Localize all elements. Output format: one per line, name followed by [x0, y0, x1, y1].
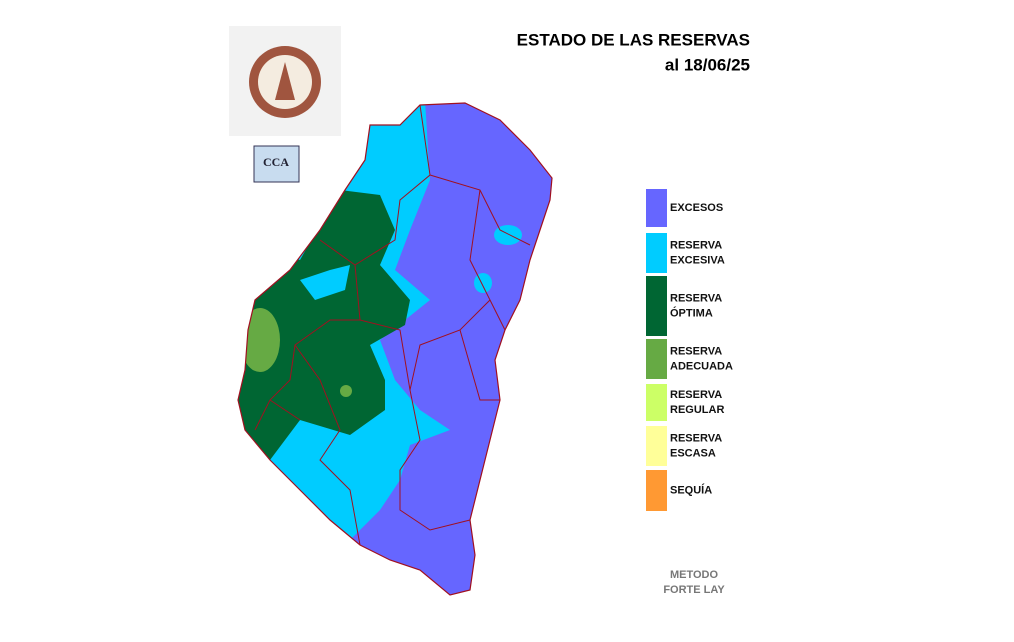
legend-swatch — [646, 233, 667, 273]
legend-label: RESERVA — [670, 292, 722, 304]
zone-excesiva-4 — [474, 273, 492, 293]
legend-label: SEQUÍA — [670, 483, 712, 496]
legend-swatch — [646, 276, 667, 336]
legend-label: ESCASA — [670, 447, 716, 459]
legend-label: RESERVA — [670, 345, 722, 357]
zone-adecuada-2 — [340, 385, 352, 397]
date: al 18/06/25 — [665, 55, 750, 74]
zone-excesiva-2 — [300, 265, 350, 300]
legend-swatch — [646, 189, 667, 227]
legend-swatch — [646, 470, 667, 511]
logo-wheat — [275, 62, 295, 100]
legend-label: RESERVA — [670, 239, 722, 251]
legend-label: RESERVA — [670, 389, 722, 401]
legend-label: EXCESOS — [670, 202, 723, 214]
legend-label: ÓPTIMA — [670, 306, 713, 319]
method: METODO FORTE LAY — [663, 569, 725, 596]
cca-logo — [253, 145, 300, 183]
legend: EXCESOS RESERVA EXCESIVA RESERVA ÓPTIMA RESER… — [646, 189, 733, 511]
zone-excesiva-3 — [494, 225, 522, 245]
legend-label: RESERVA — [670, 432, 722, 444]
legend-swatch — [646, 426, 667, 466]
legend-swatch — [646, 384, 667, 421]
legend-swatch — [646, 339, 667, 379]
legend-label: EXCESIVA — [670, 254, 725, 266]
title: ESTADO DE LAS RESERVAS — [517, 30, 750, 49]
legend-label: REGULAR — [670, 404, 724, 416]
method-label: METODO — [670, 569, 719, 581]
department-borders — [254, 104, 531, 546]
legend-label: ADECUADA — [670, 360, 733, 372]
method-label: FORTE LAY — [663, 584, 725, 596]
cca-text: CCA — [263, 155, 289, 169]
